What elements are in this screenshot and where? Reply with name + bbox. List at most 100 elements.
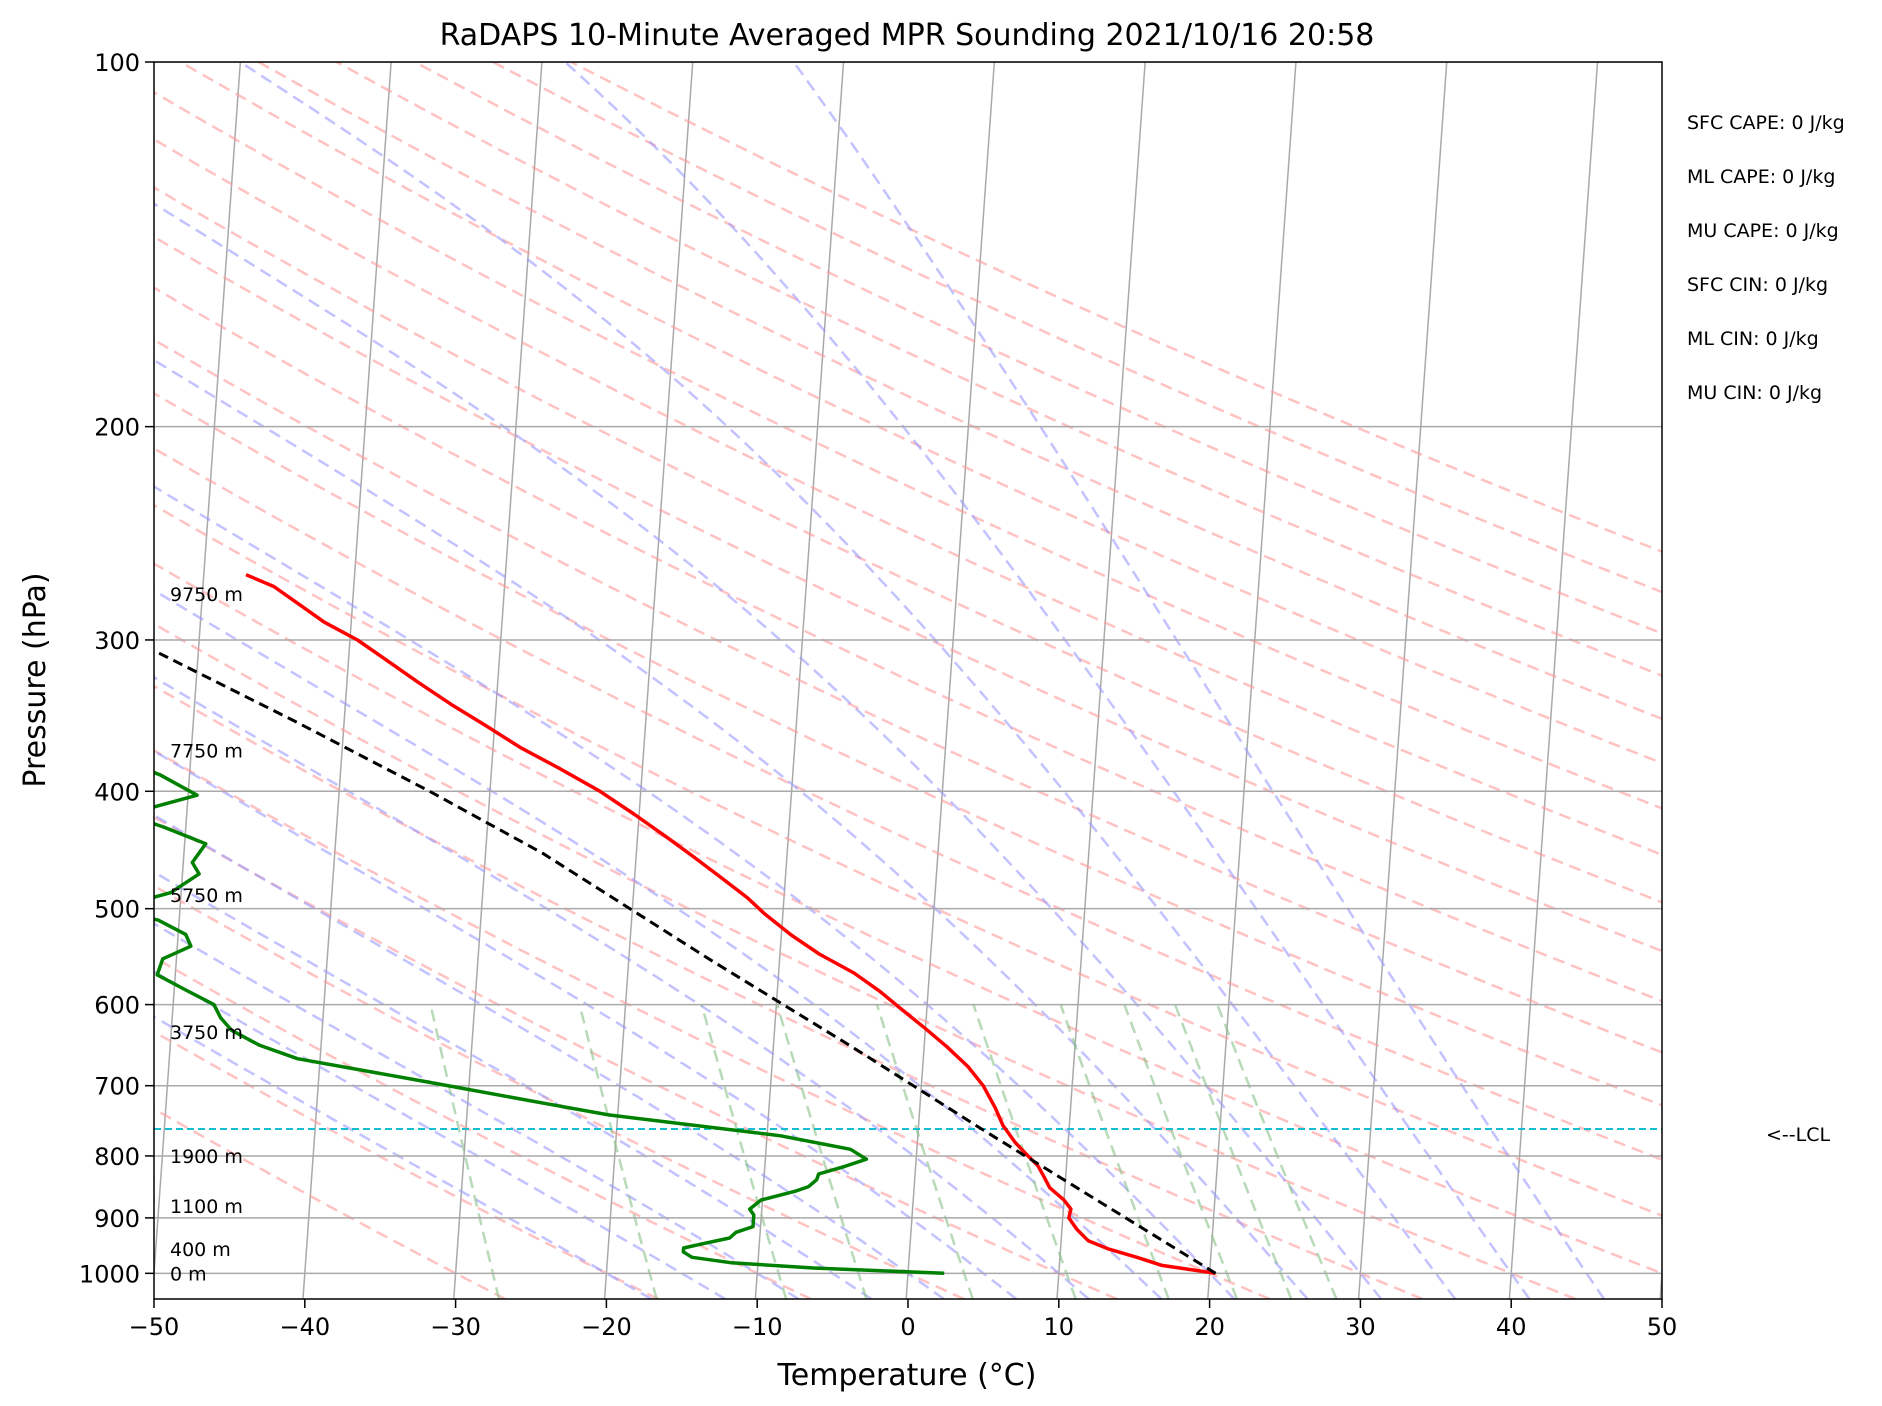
dry-adiabat-line <box>154 235 1662 953</box>
moist-adiabat-line <box>239 62 1457 1299</box>
height-labels: 9750 m 7750 m 5750 m 3750 m 1900 m 1100 m 400 … <box>170 584 243 1285</box>
isotherm-line <box>1659 1262 1662 1299</box>
lcl-layer: <--LCL <box>154 1124 1830 1146</box>
x-tick-label: −50 <box>129 1313 180 1341</box>
moist-adiabat-line <box>154 358 1309 1299</box>
x-tick-label: 10 <box>1044 1313 1075 1341</box>
isotherm-line <box>603 62 694 1299</box>
x-tick-label: 0 <box>900 1313 915 1341</box>
moist-adiabat-line <box>564 62 1531 1299</box>
height-label: 7750 m <box>170 740 243 762</box>
y-axis-label: Pressure (hPa) <box>18 572 53 787</box>
dry-adiabat-line <box>154 338 1662 1054</box>
x-tick-label: −30 <box>430 1313 481 1341</box>
isotherm-line <box>1056 62 1146 1299</box>
x-tick-label: 40 <box>1496 1313 1527 1341</box>
dry-adiabat-line <box>154 815 1118 1299</box>
moist-adiabat-line <box>154 749 1018 1299</box>
dry-adiabat-line <box>154 562 1662 1275</box>
height-label: 3750 m <box>170 1022 243 1044</box>
isotherm-line <box>1811 62 1882 1299</box>
dry-adiabat-line <box>492 62 1662 594</box>
moist-adiabat-line <box>154 870 873 1299</box>
y-tick-label: 1000 <box>79 1260 140 1288</box>
moist-adiabat-line <box>154 1015 652 1299</box>
x-tick-label: −20 <box>581 1313 632 1341</box>
mixing-ratio-line <box>1123 1004 1239 1299</box>
moist-adiabat-line <box>154 485 1236 1299</box>
height-label: 9750 m <box>170 584 243 606</box>
height-label: 5750 m <box>170 885 243 907</box>
temperature-profile-line <box>245 573 1216 1276</box>
isotherm-line <box>302 62 392 1299</box>
stability-index-text: SFC CAPE: 0 J/kg <box>1687 112 1845 134</box>
dry-adiabat-line <box>154 446 1662 1162</box>
x-axis-label: Temperature (°C) <box>777 1358 1037 1393</box>
x-tick-label: 30 <box>1345 1313 1376 1341</box>
isotherm-line <box>1508 62 1599 1299</box>
stability-index-text: ML CIN: 0 J/kg <box>1687 328 1819 350</box>
mixing-ratio-line <box>875 1004 974 1299</box>
x-tick-label: −40 <box>279 1313 330 1341</box>
y-tick-label: 300 <box>94 627 140 655</box>
stability-indices: SFC CAPE: 0 J/kg ML CAPE: 0 J/kg MU CAPE: … <box>1687 112 1845 404</box>
y-tick-label: 700 <box>94 1073 140 1101</box>
y-tick-label: 100 <box>94 49 140 77</box>
y-tick-label: 400 <box>94 778 140 806</box>
y-tick-label: 800 <box>94 1143 140 1171</box>
y-tick-label: 600 <box>94 992 140 1020</box>
dry-adiabat-line <box>154 137 1662 857</box>
isotherm-line <box>1207 62 1297 1299</box>
mixing-ratio-line <box>972 1004 1077 1299</box>
mixing-ratio-line <box>1216 1004 1338 1299</box>
dry-adiabat-line <box>154 186 1662 904</box>
y-tick-label: 900 <box>94 1205 140 1233</box>
y-tick-label: 500 <box>94 896 140 924</box>
background-line-layer <box>154 62 1882 1299</box>
stability-index-text: SFC CIN: 0 J/kg <box>1687 274 1828 296</box>
mixing-ratio-line <box>578 1004 658 1299</box>
moist-adiabat-line <box>154 970 726 1299</box>
dry-adiabat-line <box>154 286 1662 1003</box>
x-tick-label: 20 <box>1194 1313 1225 1341</box>
dewpoint-profile-line <box>154 770 945 1276</box>
chart-title: RaDAPS 10-Minute Averaged MPR Sounding 2… <box>440 18 1375 53</box>
axis-ticks: −50 −40 −30 −20 −10 0 10 20 30 40 50 1000 900 800 700 6… <box>79 49 1677 1341</box>
y-tick-label: 200 <box>94 414 140 442</box>
height-label: 0 m <box>170 1263 207 1285</box>
moist-adiabat-line <box>154 675 1090 1299</box>
isotherm-line <box>905 62 996 1299</box>
x-tick-label: −10 <box>732 1313 783 1341</box>
mixing-ratio-line <box>775 1004 868 1299</box>
dry-adiabat-line <box>154 1030 659 1299</box>
isotherm-line <box>453 62 543 1299</box>
height-label: 400 m <box>170 1239 231 1261</box>
dry-adiabat-line <box>154 749 1271 1299</box>
dry-adiabat-line <box>154 503 1662 1217</box>
mixing-ratio-line <box>1173 1004 1293 1299</box>
parcel-path-line <box>154 648 1217 1275</box>
mixing-ratio-line <box>700 1004 788 1299</box>
dry-adiabat-line <box>336 62 1662 678</box>
dry-adiabat-line <box>154 955 812 1299</box>
isotherm-line <box>154 62 242 1284</box>
mixing-ratio-line <box>1059 1004 1170 1299</box>
moist-adiabat-line <box>154 813 945 1299</box>
isotherm-line <box>1357 62 1448 1299</box>
dry-adiabat-line <box>154 90 1662 810</box>
moist-adiabat-line <box>792 62 1606 1299</box>
lcl-label: <--LCL <box>1766 1124 1830 1146</box>
moist-adiabat-line <box>154 202 1383 1299</box>
dry-adiabat-line <box>179 62 1662 765</box>
height-label: 1100 m <box>170 1196 243 1218</box>
dry-adiabat-line <box>154 884 965 1299</box>
stability-index-text: MU CAPE: 0 J/kg <box>1687 220 1839 242</box>
dry-adiabat-line <box>154 391 1662 1107</box>
series-layer <box>154 573 1217 1276</box>
dry-adiabat-line <box>154 622 1577 1299</box>
moist-adiabat-line <box>154 922 800 1299</box>
mixing-ratio-line <box>429 1004 501 1299</box>
stability-index-text: ML CAPE: 0 J/kg <box>1687 166 1835 188</box>
stability-index-text: MU CIN: 0 J/kg <box>1687 382 1822 404</box>
